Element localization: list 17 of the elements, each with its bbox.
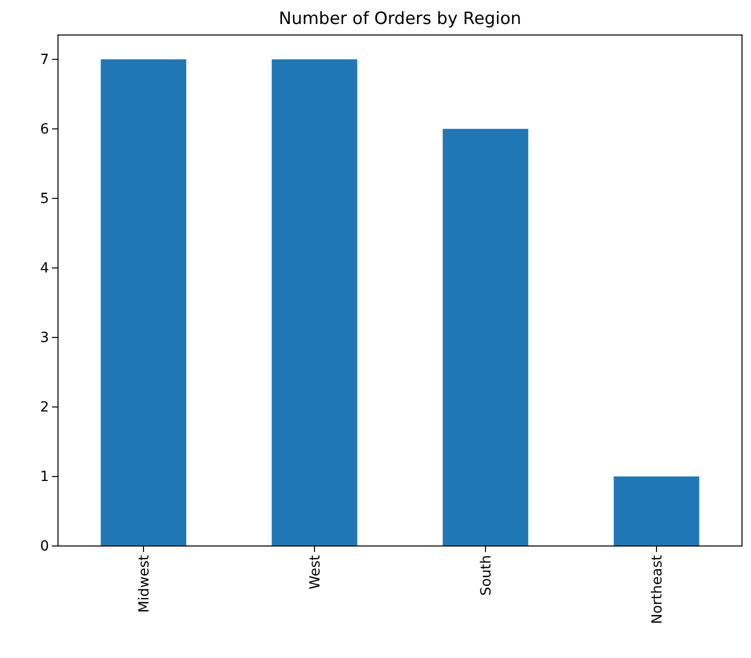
y-tick-label: 3 — [40, 330, 49, 346]
bar — [614, 476, 700, 546]
y-tick-label: 6 — [40, 121, 50, 138]
bar — [272, 59, 358, 546]
x-tick-label: South — [478, 555, 494, 596]
x-tick-label: Northeast — [649, 554, 666, 624]
bar — [100, 59, 186, 546]
y-tick-label: 2 — [40, 399, 49, 416]
chart-title: Number of Orders by Region — [278, 9, 522, 29]
bar — [442, 128, 528, 546]
x-tick-label: West — [307, 554, 324, 590]
y-tick-label: 5 — [40, 190, 49, 207]
y-tick-label: 0 — [40, 538, 49, 554]
y-tick-label: 4 — [40, 260, 50, 276]
y-tick-label: 7 — [40, 52, 49, 68]
y-tick-label: 1 — [40, 468, 49, 485]
x-tick-label: Midwest — [136, 554, 152, 613]
